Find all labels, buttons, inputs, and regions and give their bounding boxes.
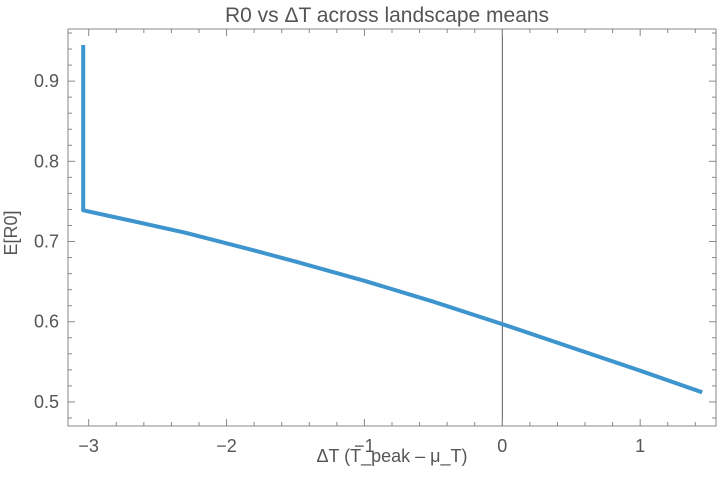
y-axis: 0.5 0.6 0.7 0.8 0.9 <box>34 32 716 419</box>
y-tick-label: 0.8 <box>34 151 59 171</box>
x-tick-label: −2 <box>216 436 237 456</box>
y-tick-label: 0.6 <box>34 312 59 332</box>
chart-title: R0 vs ΔT across landscape means <box>225 4 549 27</box>
series-line <box>81 45 703 395</box>
x-tick-label: −1 <box>354 436 375 456</box>
y-tick-label: 0.7 <box>34 232 59 252</box>
y-tick-label: 0.5 <box>34 392 59 412</box>
x-tick-label: 1 <box>635 436 645 456</box>
x-tick-label: −3 <box>78 436 99 456</box>
x-axis: −3 −2 −1 0 1 <box>78 29 696 456</box>
y-axis-label: E[R0] <box>1 210 21 255</box>
y-tick-label: 0.9 <box>34 71 59 91</box>
x-axis-label: ΔT (T_peak – μ_T) <box>316 446 467 467</box>
series-group <box>81 45 703 395</box>
x-tick-label: 0 <box>497 436 507 456</box>
